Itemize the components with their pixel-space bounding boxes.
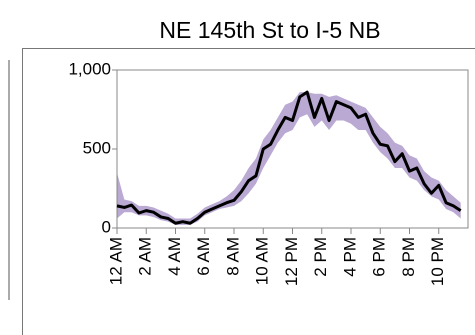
x-tick-label: 12 AM <box>106 237 125 285</box>
chart-title: NE 145th St to I-5 NB <box>159 17 380 43</box>
x-tick-label: 2 PM <box>311 237 330 277</box>
range-band <box>117 92 461 225</box>
x-tick-label: 10 PM <box>428 237 447 286</box>
x-tick-label: 12 PM <box>282 237 301 286</box>
chart-frame <box>22 48 475 335</box>
y-tick-label: 1,000 <box>68 59 111 78</box>
x-tick-label: 6 AM <box>194 237 213 276</box>
x-tick-label: 6 PM <box>370 237 389 277</box>
y-tick-label: 500 <box>83 138 111 157</box>
data-line <box>116 90 462 225</box>
x-tick-label: 10 AM <box>253 237 272 285</box>
y-tick-label: 0 <box>102 217 111 236</box>
x-tick-label: 8 AM <box>223 237 242 276</box>
plot-area <box>116 69 469 229</box>
x-tick-label: 2 AM <box>136 237 155 276</box>
x-tick-label: 8 PM <box>399 237 418 277</box>
x-tick-label: 4 AM <box>165 237 184 276</box>
x-tick-label: 4 PM <box>340 237 359 277</box>
